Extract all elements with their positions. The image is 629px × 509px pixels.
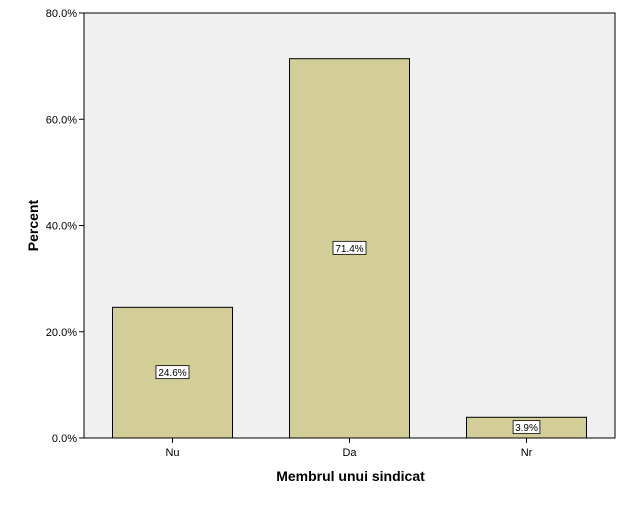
data-label: 71.4% bbox=[335, 244, 363, 255]
y-tick-label: 60.0% bbox=[46, 114, 77, 126]
x-tick-label: Nr bbox=[521, 447, 533, 459]
x-tick-label: Da bbox=[342, 447, 357, 459]
y-tick-label: 40.0% bbox=[46, 221, 77, 233]
x-tick-label: Nu bbox=[165, 447, 179, 459]
data-label: 24.6% bbox=[158, 368, 186, 379]
data-label-box bbox=[332, 240, 367, 255]
y-tick-label: 20.0% bbox=[46, 327, 77, 339]
y-axis-label: Percent bbox=[25, 199, 41, 251]
y-tick-label: 0.0% bbox=[52, 433, 77, 445]
bars-group: 24.6% 71.4% 3.9% bbox=[112, 58, 587, 439]
y-tick-label: 80.0% bbox=[46, 8, 77, 20]
data-label: 3.9% bbox=[515, 423, 538, 434]
x-axis: Nu Da Nr bbox=[165, 438, 533, 459]
data-label-box bbox=[512, 420, 541, 435]
data-label-box bbox=[155, 365, 190, 380]
x-axis-label: Membrul unui sindicat bbox=[276, 468, 425, 484]
y-axis: 0.0% 20.0% 40.0% 60.0% 80.0% bbox=[46, 8, 84, 445]
